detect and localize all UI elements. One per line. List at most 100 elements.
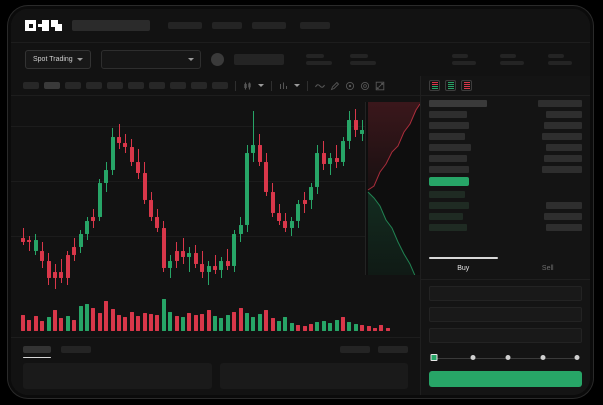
- volume-bar: [155, 315, 160, 331]
- orderbook-ask-row[interactable]: [429, 122, 582, 129]
- trading-mode-selector[interactable]: Spot Trading: [25, 50, 91, 69]
- nav-item-1[interactable]: [168, 22, 202, 29]
- slider-handle[interactable]: [430, 354, 438, 361]
- timeframe-button-8[interactable]: [170, 82, 186, 89]
- timeframe-button-1[interactable]: [23, 82, 39, 89]
- volume-bar: [53, 310, 57, 331]
- orderbook-bids-icon[interactable]: [445, 80, 456, 91]
- volume-bar: [366, 326, 371, 331]
- chevron-down-icon[interactable]: [294, 84, 300, 87]
- logo-letter-o: [25, 20, 36, 31]
- chart-gridline: [11, 236, 420, 237]
- global-search-input[interactable]: [72, 20, 150, 31]
- orders-card-right[interactable]: [219, 363, 408, 389]
- pencil-icon[interactable]: [330, 81, 340, 91]
- volume-bar: [277, 320, 281, 331]
- orderbook-last-price-row[interactable]: [429, 177, 582, 186]
- tab-open-orders[interactable]: [23, 346, 51, 358]
- volume-bar: [289, 323, 294, 331]
- timeframe-button-6[interactable]: [128, 82, 144, 89]
- volume-bar: [219, 318, 224, 331]
- logo-letter-x: [51, 20, 62, 31]
- volume-bar: [373, 327, 377, 331]
- slider-stop-25[interactable]: [470, 355, 476, 360]
- orderbook-ask-row[interactable]: [429, 166, 582, 173]
- volume-bar: [302, 326, 307, 331]
- order-amount-slider[interactable]: [430, 353, 580, 363]
- price-chart[interactable]: [11, 96, 420, 337]
- logo-letter-k: [38, 20, 49, 31]
- volume-bar: [213, 316, 217, 331]
- orderbook-ask-row[interactable]: [429, 144, 582, 151]
- wave-icon[interactable]: [315, 81, 325, 91]
- orderbook-ask-row[interactable]: [429, 100, 582, 107]
- order-panel: Buy Sell: [420, 76, 590, 395]
- tab-sell[interactable]: Sell: [506, 258, 591, 279]
- nav-item-4[interactable]: [300, 22, 330, 29]
- orderbook-bid-row[interactable]: [429, 202, 582, 209]
- orderbook-both-icon[interactable]: [429, 80, 440, 91]
- volume-bar: [232, 311, 237, 331]
- volume-bar: [360, 325, 365, 331]
- trading-mode-label: Spot Trading: [33, 56, 73, 63]
- slider-stop-50[interactable]: [505, 355, 511, 360]
- slider-stop-100[interactable]: [574, 355, 580, 360]
- volume-bar: [46, 317, 51, 331]
- stat-24h-volume: [548, 54, 572, 65]
- slider-stop-75[interactable]: [540, 355, 546, 360]
- volume-bar: [161, 299, 166, 331]
- orders-content: [11, 353, 420, 389]
- timeframe-button-9[interactable]: [191, 82, 207, 89]
- timeframe-button-10[interactable]: [212, 82, 228, 89]
- timeframe-button-5[interactable]: [107, 82, 123, 89]
- stat-change: [349, 54, 376, 65]
- orders-action-1[interactable]: [340, 346, 370, 353]
- timeframe-button-7[interactable]: [149, 82, 165, 89]
- tab-buy[interactable]: Buy: [421, 257, 506, 279]
- orderbook-bid-row[interactable]: [429, 224, 582, 231]
- candlestick-series: [21, 104, 414, 294]
- timeframe-button-3[interactable]: [65, 82, 81, 89]
- volume-bar: [309, 324, 313, 331]
- volume-bar: [257, 313, 262, 331]
- orders-action-2[interactable]: [378, 346, 408, 353]
- volume-bar: [136, 316, 141, 331]
- volume-bar: [40, 320, 45, 331]
- timeframe-button-2[interactable]: [44, 82, 60, 89]
- settings-icon[interactable]: [360, 81, 370, 91]
- orderbook-ask-row[interactable]: [429, 155, 582, 162]
- volume-bar: [123, 317, 128, 331]
- pair-selector[interactable]: [100, 50, 201, 69]
- chart-toolbar: [11, 76, 420, 96]
- nav-item-2[interactable]: [212, 22, 242, 29]
- volume-bar: [72, 319, 77, 331]
- orderbook-bid-row[interactable]: [429, 191, 582, 198]
- volume-bar: [264, 310, 269, 331]
- orderbook-asks-icon[interactable]: [461, 80, 472, 91]
- order-total-input[interactable]: [429, 328, 582, 343]
- order-price-input[interactable]: [429, 286, 582, 301]
- magnet-icon[interactable]: [345, 81, 355, 91]
- volume-bar: [142, 312, 147, 331]
- tab-order-history[interactable]: [61, 346, 91, 353]
- place-buy-order-button[interactable]: [429, 371, 582, 387]
- buy-sell-tabs: Buy Sell: [421, 257, 591, 280]
- volume-bar: [187, 312, 192, 331]
- fullscreen-icon[interactable]: [375, 81, 385, 91]
- stat-last-price: [305, 54, 332, 65]
- orderbook-rows[interactable]: [421, 96, 590, 256]
- depth-chart-overlay[interactable]: [365, 102, 420, 275]
- orderbook-bid-row[interactable]: [429, 213, 582, 220]
- candlestick-icon[interactable]: [243, 81, 253, 91]
- orderbook-ask-row[interactable]: [429, 133, 582, 140]
- indicators-icon[interactable]: [279, 81, 289, 91]
- nav-item-3[interactable]: [252, 22, 286, 29]
- orders-card-left[interactable]: [23, 363, 212, 389]
- order-amount-input[interactable]: [429, 307, 582, 322]
- chevron-down-icon[interactable]: [258, 84, 264, 87]
- volume-bar: [33, 316, 38, 331]
- timeframe-button-4[interactable]: [86, 82, 102, 89]
- volume-bar: [341, 317, 345, 331]
- orderbook-ask-row[interactable]: [429, 111, 582, 118]
- okx-logo[interactable]: [25, 20, 62, 31]
